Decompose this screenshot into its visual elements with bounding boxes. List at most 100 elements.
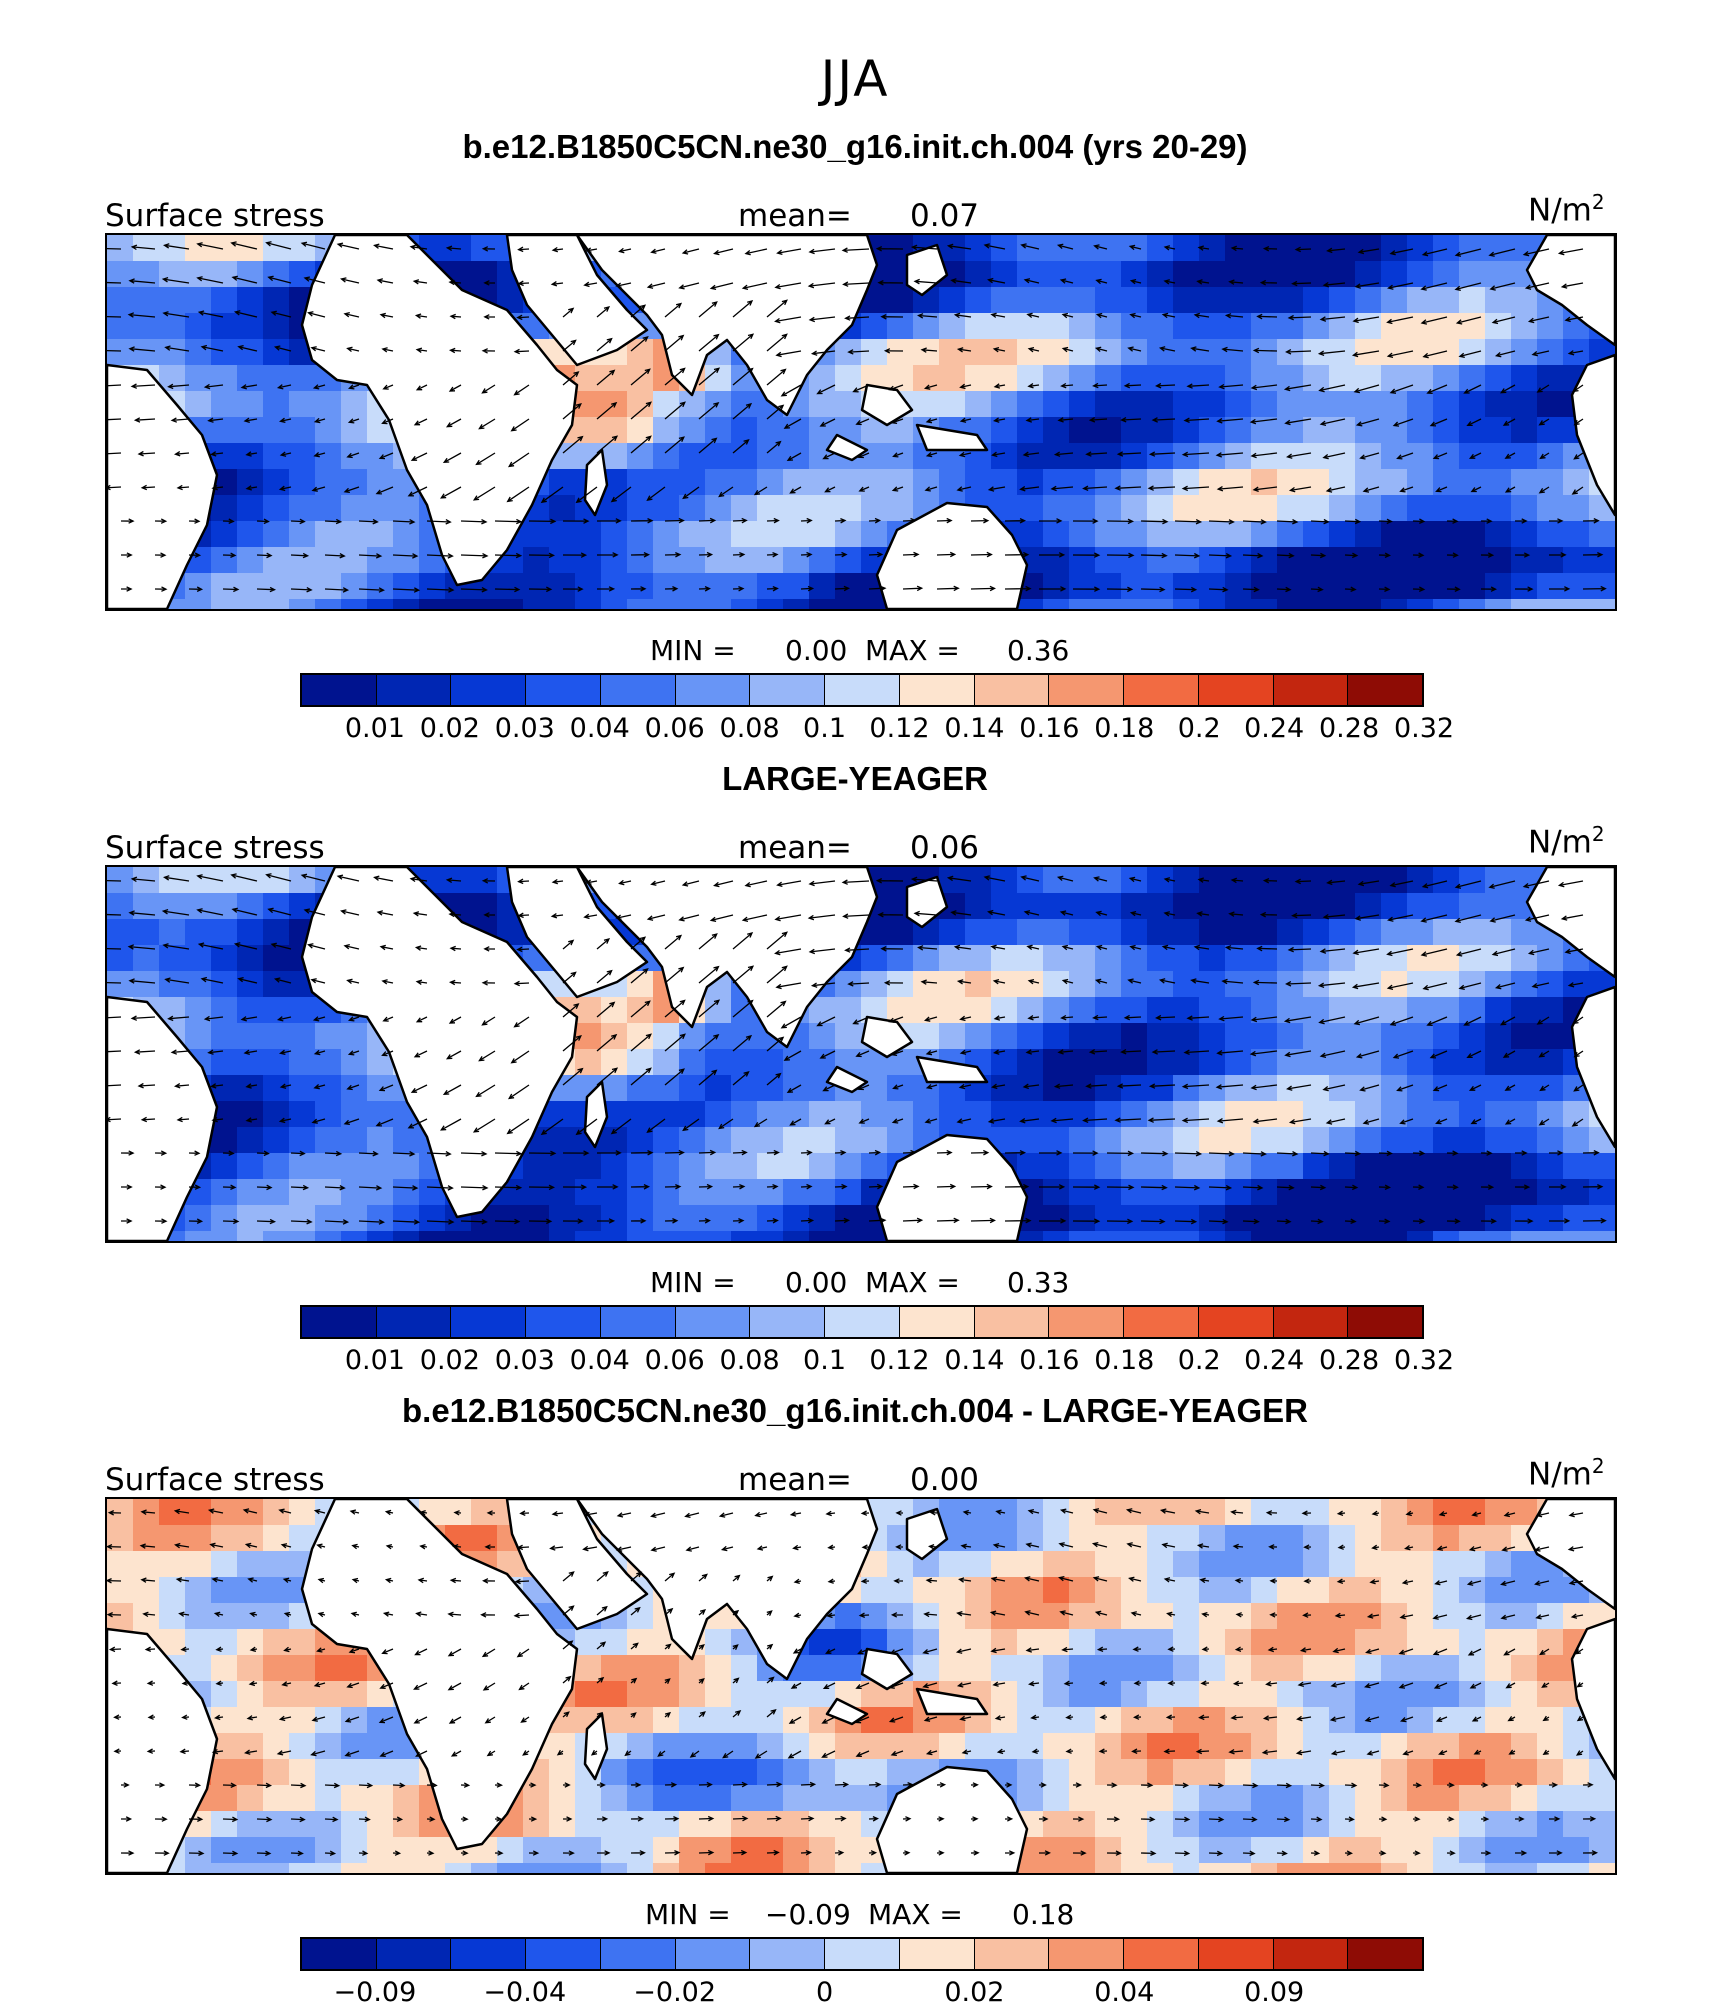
colorbar-tick-label: 0.16 bbox=[1019, 1345, 1080, 1376]
colorbar-tick-label: −0.04 bbox=[483, 1977, 567, 2008]
colorbar-swatch bbox=[600, 1307, 676, 1337]
colorbar-tick-label: 0.01 bbox=[344, 1345, 405, 1376]
colorbar-tick-label: 0.18 bbox=[1094, 1345, 1155, 1376]
season-title: JJA bbox=[820, 50, 890, 108]
colorbar-swatch bbox=[376, 1939, 452, 1969]
colorbar-swatch bbox=[825, 1939, 900, 1969]
colorbar-swatch bbox=[1198, 675, 1274, 705]
land-masses bbox=[107, 867, 1615, 1241]
colorbar-tick-label: 0.08 bbox=[719, 713, 780, 744]
colorbar-swatch bbox=[302, 1939, 377, 1969]
colorbar-swatch bbox=[451, 1307, 527, 1337]
colorbar-swatch bbox=[1124, 1307, 1199, 1337]
colorbar-tick-label: 0.1 bbox=[803, 713, 847, 744]
colorbar-swatch bbox=[1348, 1307, 1423, 1337]
colorbar-swatch bbox=[974, 675, 1050, 705]
colorbar-tick-label: 0.02 bbox=[944, 1977, 1005, 2008]
colorbar-swatch bbox=[974, 1307, 1050, 1337]
colorbar-swatch bbox=[1049, 1307, 1125, 1337]
colorbar-tick-label: 0.04 bbox=[569, 713, 630, 744]
colorbar-swatch bbox=[376, 675, 452, 705]
panel-2-min-value: 0.00 bbox=[785, 1266, 848, 1299]
colorbar-tick-label: 0.09 bbox=[1244, 1977, 1305, 2008]
colorbar-tick-label: 0.2 bbox=[1177, 713, 1221, 744]
panel-3-variable-label: Surface stress bbox=[105, 1462, 325, 1498]
colorbar-tick-label: 0.24 bbox=[1244, 1345, 1305, 1376]
colorbar-swatch bbox=[899, 1307, 975, 1337]
panel-3-min-label: MIN = bbox=[645, 1898, 731, 1931]
colorbar-swatch bbox=[600, 675, 676, 705]
wind-vectors bbox=[107, 241, 1607, 593]
colorbar-swatch bbox=[1273, 675, 1349, 705]
colorbar-tick-label: −0.09 bbox=[333, 1977, 417, 2008]
panel-2-colorbar-ticks: 0.01 0.02 0.03 0.04 0.06 0.08 0.1 0.12 0.14 0.16 0… bbox=[300, 1345, 1454, 1379]
panel-3-title: b.e12.B1850C5CN.ne30_g16.init.ch.004 - L… bbox=[402, 1392, 1308, 1429]
panel-3-colorbar-ticks: −0.09 −0.04 −0.02 0 0.02 0.04 0.09 bbox=[300, 1977, 1424, 2011]
panel-3-colorbar bbox=[300, 1937, 1424, 1971]
colorbar-swatch bbox=[1273, 1939, 1349, 1969]
panel-1-map bbox=[105, 233, 1617, 611]
colorbar-tick-label: 0.08 bbox=[719, 1345, 780, 1376]
panel-2-max-value: 0.33 bbox=[1007, 1266, 1070, 1299]
colorbar-swatch bbox=[526, 675, 601, 705]
colorbar-swatch bbox=[526, 1307, 601, 1337]
colorbar-swatch bbox=[1049, 675, 1125, 705]
colorbar-tick-label: 0.04 bbox=[1094, 1977, 1155, 2008]
colorbar-tick-label: 0.1 bbox=[803, 1345, 847, 1376]
colorbar-tick-label: 0.03 bbox=[494, 1345, 555, 1376]
colorbar-tick-label: 0.28 bbox=[1319, 1345, 1380, 1376]
colorbar-tick-label: 0.2 bbox=[1177, 1345, 1221, 1376]
colorbar-tick-label: 0.14 bbox=[944, 1345, 1005, 1376]
land-masses bbox=[107, 1499, 1615, 1873]
wind-vectors bbox=[107, 873, 1607, 1225]
colorbar-tick-label: 0.03 bbox=[494, 713, 555, 744]
colorbar-tick-label: 0.02 bbox=[419, 1345, 480, 1376]
panel-1-max-label: MAX = bbox=[865, 634, 960, 667]
colorbar-swatch bbox=[1348, 675, 1423, 705]
colorbar-tick-label: 0.12 bbox=[869, 1345, 930, 1376]
colorbar-swatch bbox=[1198, 1939, 1274, 1969]
colorbar-tick-label: 0.32 bbox=[1393, 1345, 1455, 1376]
panel-2-colorbar bbox=[300, 1305, 1424, 1339]
colorbar-swatch bbox=[376, 1307, 452, 1337]
colorbar-tick-label: 0.28 bbox=[1319, 713, 1380, 744]
colorbar-swatch bbox=[526, 1939, 601, 1969]
panel-2-units: N/m2 bbox=[1528, 822, 1605, 861]
colorbar-swatch bbox=[302, 675, 377, 705]
land-masses bbox=[107, 235, 1615, 609]
wind-vectors bbox=[107, 1508, 1599, 1857]
colorbar-tick-label: 0.02 bbox=[419, 713, 480, 744]
panel-3-map bbox=[105, 1497, 1617, 1875]
panel-1-max-value: 0.36 bbox=[1007, 634, 1070, 667]
panel-2-mean-value: 0.06 bbox=[910, 830, 980, 866]
colorbar-swatch bbox=[974, 1939, 1050, 1969]
panel-1-colorbar-ticks: 0.01 0.02 0.03 0.04 0.06 0.08 0.1 0.12 0.14 0.16 0… bbox=[300, 713, 1454, 747]
colorbar-swatch bbox=[451, 1939, 527, 1969]
panel-2-map bbox=[105, 865, 1617, 1243]
panel-2-min-label: MIN = bbox=[650, 1266, 736, 1299]
colorbar-swatch bbox=[675, 1939, 751, 1969]
colorbar-tick-label: 0.12 bbox=[869, 713, 930, 744]
colorbar-swatch bbox=[1049, 1939, 1125, 1969]
colorbar-tick-label: 0.14 bbox=[944, 713, 1005, 744]
panel-1-min-label: MIN = bbox=[650, 634, 736, 667]
panel-2-max-label: MAX = bbox=[865, 1266, 960, 1299]
colorbar-tick-label: 0.04 bbox=[569, 1345, 630, 1376]
panel-1-mean-value: 0.07 bbox=[910, 198, 980, 234]
colorbar-swatch bbox=[899, 1939, 975, 1969]
colorbar-swatch bbox=[675, 1307, 751, 1337]
colorbar-tick-label: 0.06 bbox=[644, 1345, 705, 1376]
colorbar-swatch bbox=[750, 675, 826, 705]
panel-3-max-label: MAX = bbox=[868, 1898, 963, 1931]
colorbar-swatch bbox=[1198, 1307, 1274, 1337]
colorbar-tick-label: −0.02 bbox=[633, 1977, 717, 2008]
colorbar-swatch bbox=[675, 675, 751, 705]
colorbar-tick-label: 0.16 bbox=[1019, 713, 1080, 744]
colorbar-swatch bbox=[600, 1939, 676, 1969]
panel-2-variable-label: Surface stress bbox=[105, 830, 325, 866]
panel-1-colorbar bbox=[300, 673, 1424, 707]
colorbar-swatch bbox=[302, 1307, 377, 1337]
colorbar-swatch bbox=[750, 1307, 826, 1337]
panel-3-mean-label: mean= bbox=[738, 1462, 852, 1498]
colorbar-swatch bbox=[1124, 1939, 1199, 1969]
